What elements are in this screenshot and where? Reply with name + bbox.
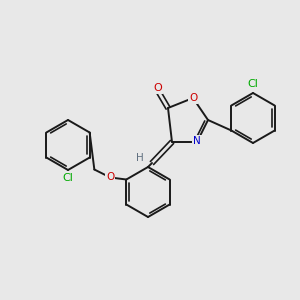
Text: N: N [193, 136, 201, 146]
Text: Cl: Cl [248, 79, 258, 89]
Text: O: O [106, 172, 115, 182]
Text: H: H [136, 153, 144, 163]
Text: O: O [189, 93, 197, 103]
Text: Cl: Cl [63, 173, 74, 183]
Text: O: O [154, 83, 162, 93]
